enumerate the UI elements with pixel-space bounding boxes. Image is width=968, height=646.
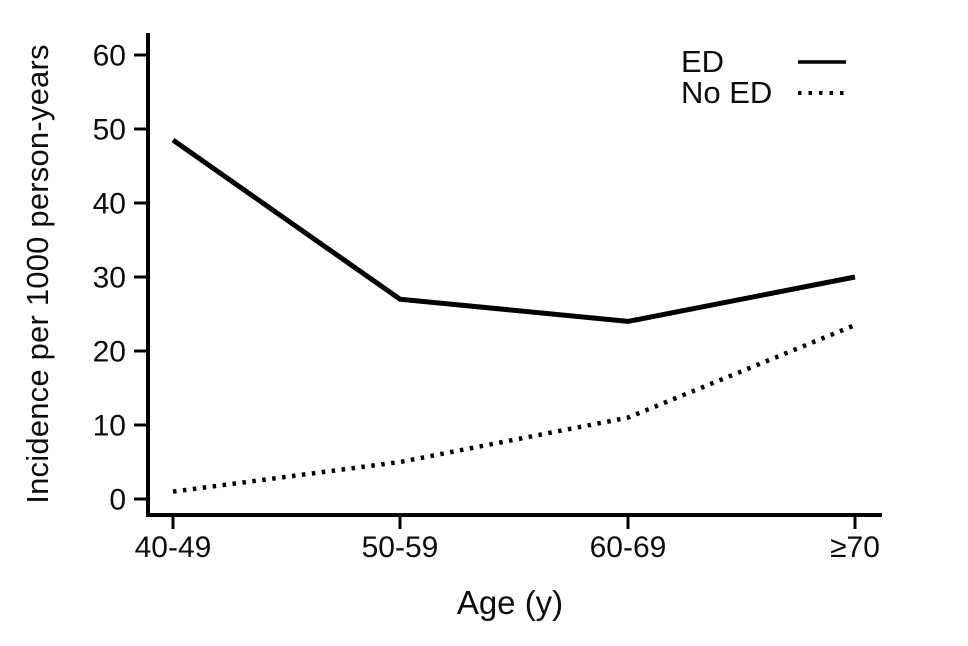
x-tick-label: 60-69: [590, 531, 667, 564]
x-tick-label: 40-49: [135, 531, 212, 564]
y-axis-title: Incidence per 1000 person-years: [20, 44, 55, 504]
series-line-ed: [171, 138, 856, 324]
solid-line-swatch-icon: [798, 59, 846, 64]
dotted-line-swatch-icon: [798, 90, 846, 95]
legend-item-no-ed: No ED: [681, 77, 847, 108]
y-tick-label: 60: [93, 40, 126, 73]
y-tick-label: 40: [93, 188, 126, 221]
y-tick-label: 20: [93, 336, 126, 369]
legend: ED No ED: [681, 46, 847, 108]
legend-label-no-ed: No ED: [681, 75, 773, 110]
y-tick-label: 0: [109, 484, 126, 517]
y-tick-label: 50: [93, 114, 126, 147]
x-axis-title: Age (y): [456, 584, 564, 621]
legend-item-ed: ED: [681, 46, 847, 77]
x-tick-label: ≥70: [830, 531, 880, 564]
legend-label-ed: ED: [681, 44, 725, 79]
series-line-no-ed: [172, 323, 856, 494]
y-tick-label: 10: [93, 410, 126, 443]
y-tick-label: 30: [93, 262, 126, 295]
x-tick-label: 50-59: [362, 531, 439, 564]
